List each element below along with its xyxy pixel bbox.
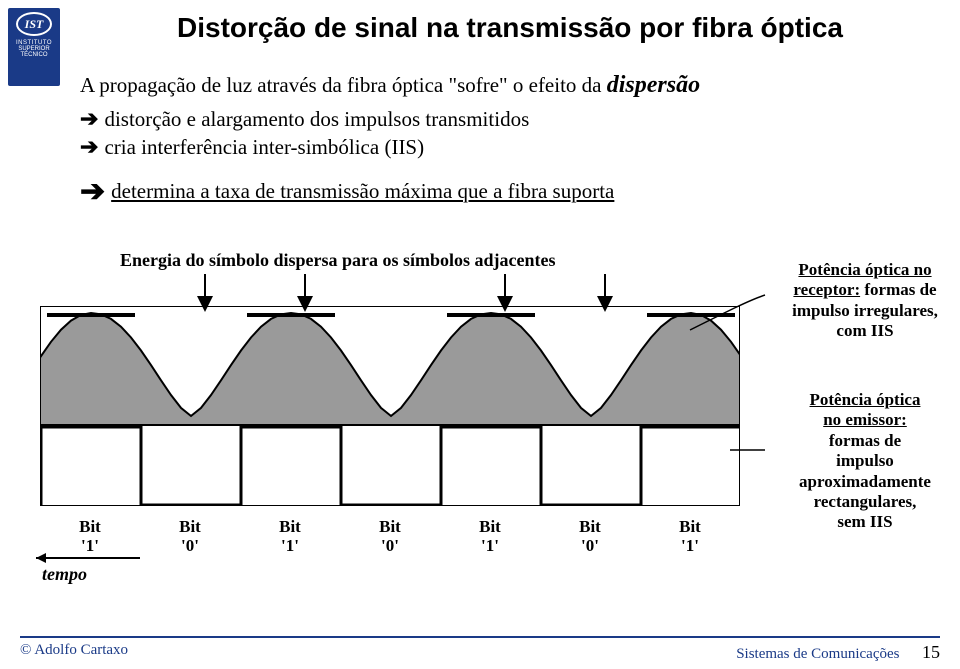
tx-l3: formas de	[829, 431, 901, 450]
pulse-diagram: Energia do símbolo dispersa para os símb…	[30, 250, 930, 580]
intro-paragraph: A propagação de luz através da fibra ópt…	[80, 70, 920, 100]
rx-l3: formas de	[860, 280, 936, 299]
bit-label: Bit'1'	[460, 518, 520, 555]
footer-right-label: Sistemas de Comunicações	[736, 646, 899, 662]
rx-l1: Potência óptica no	[798, 260, 931, 279]
slide-footer: © Adolfo Cartaxo Sistemas de Comunicaçõe…	[20, 636, 940, 663]
bullet-2: ➔ cria interferência inter-simbólica (II…	[80, 134, 940, 160]
receiver-label: Potência óptica no receptor: formas de i…	[770, 260, 960, 342]
time-axis-label: tempo	[42, 564, 87, 585]
bit-label: Bit'1'	[660, 518, 720, 555]
bullet-2-text: cria interferência inter-simbólica (IIS)	[104, 135, 424, 160]
bullet-1-text: distorção e alargamento dos impulsos tra…	[104, 107, 529, 132]
ist-logo-abbr: IST	[16, 12, 52, 36]
intro-keyword: dispersão	[607, 72, 700, 98]
conclusion-line: ➔ determina a taxa de transmissão máxima…	[80, 174, 940, 209]
ist-logo: IST INSTITUTO SUPERIOR TÉCNICO	[8, 8, 60, 86]
content-block: A propagação de luz através da fibra ópt…	[80, 70, 940, 209]
bit-label: Bit'1'	[60, 518, 120, 555]
tx-l6: rectangulares,	[814, 492, 917, 511]
tx-l2: no emissor:	[823, 410, 907, 429]
arrow-icon: ➔	[80, 106, 98, 132]
waveform-svg	[41, 307, 740, 506]
bullet-1: ➔ distorção e alargamento dos impulsos t…	[80, 106, 940, 132]
rx-l2: receptor:	[793, 280, 860, 299]
footer-right: Sistemas de Comunicações 15	[736, 642, 940, 663]
rx-l4: impulso irregulares,	[792, 301, 938, 320]
dispersion-label: Energia do símbolo dispersa para os símb…	[120, 250, 556, 271]
bit-label: Bit'0'	[360, 518, 420, 555]
dispersion-arrows	[40, 268, 740, 328]
ist-logo-line3: TÉCNICO	[21, 52, 48, 58]
tx-l5: aproximadamente	[799, 472, 931, 491]
big-arrow-icon: ➔	[80, 174, 105, 209]
tx-l4: impulso	[836, 451, 894, 470]
bit-label: Bit'0'	[160, 518, 220, 555]
footer-left: © Adolfo Cartaxo	[20, 642, 128, 663]
tx-l7: sem IIS	[837, 512, 892, 531]
waveform-box	[40, 306, 740, 506]
tx-l1: Potência óptica	[810, 390, 921, 409]
intro-prefix: A propagação de luz através da fibra ópt…	[80, 73, 607, 97]
rx-l5: com IIS	[836, 321, 893, 340]
emitter-label: Potência óptica no emissor: formas de im…	[770, 390, 960, 533]
slide-title: Distorção de sinal na transmissão por fi…	[80, 12, 940, 44]
bit-label: Bit'0'	[560, 518, 620, 555]
bit-label: Bit'1'	[260, 518, 320, 555]
conclusion-text: determina a taxa de transmissão máxima q…	[111, 179, 614, 204]
page-number: 15	[922, 642, 940, 662]
arrow-icon: ➔	[80, 134, 98, 160]
bit-labels-row: Bit'1' Bit'0' Bit'1' Bit'0' Bit'1' Bit'0' Bit'…	[40, 518, 740, 568]
